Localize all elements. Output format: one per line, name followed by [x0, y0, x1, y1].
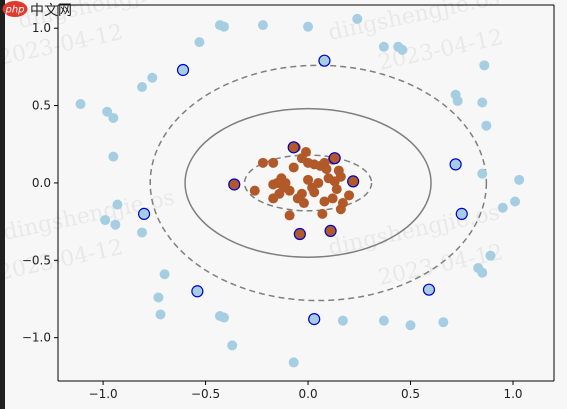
outer-point [337, 315, 348, 326]
inner-point [309, 187, 320, 198]
outer-point [147, 72, 158, 83]
inner-point [321, 164, 332, 175]
outer-point [485, 250, 496, 261]
outer-point [112, 199, 123, 210]
outer-point [514, 174, 525, 185]
data-points [75, 13, 525, 368]
outer-point [153, 292, 164, 303]
outer-point [405, 320, 416, 331]
inner-point [257, 157, 268, 168]
inner-point [288, 162, 299, 173]
support-vector-point [308, 313, 321, 326]
support-vector-point [137, 207, 151, 220]
outer-point [452, 95, 463, 106]
svg-text:php: php [4, 5, 24, 16]
x-tick-label: 0.5 [401, 387, 420, 401]
inner-point [344, 190, 355, 201]
outer-point [137, 82, 148, 93]
support-vector-point [191, 285, 204, 298]
outer-point [510, 196, 521, 207]
window-edge [0, 0, 5, 409]
inner-point [298, 198, 309, 209]
outer-point [75, 99, 86, 110]
support-vector-point [318, 54, 331, 67]
contour-level-neg1 [149, 64, 488, 302]
support-vector-point [347, 175, 360, 188]
outer-point [497, 202, 508, 213]
outer-point [477, 97, 488, 108]
x-tick-label: −0.5 [191, 387, 220, 401]
outer-point [110, 219, 121, 230]
inner-point [274, 188, 285, 199]
outer-point [479, 60, 490, 71]
inner-point [313, 177, 324, 188]
php-logo-icon: php [2, 1, 28, 17]
outer-point [100, 215, 111, 226]
x-tick-label: 0.0 [299, 387, 318, 401]
contour-level-0 [184, 107, 432, 258]
outer-point [108, 151, 119, 162]
outer-point [227, 340, 238, 351]
outer-point [477, 168, 488, 179]
inner-point [303, 174, 314, 185]
support-vector-point [328, 152, 341, 165]
support-vector-point [449, 158, 462, 171]
inner-point [327, 193, 338, 204]
inner-point [268, 179, 279, 190]
outer-point [155, 309, 166, 320]
x-ticks: −1.0 −0.5 0.0 0.5 1.0 [89, 381, 523, 401]
outer-point [108, 112, 119, 123]
inner-point [317, 208, 328, 219]
y-tick-label: 0.5 [32, 99, 51, 113]
outer-point [159, 269, 170, 280]
outer-point [481, 120, 492, 131]
support-vector-point [455, 207, 468, 220]
outer-point [378, 315, 389, 326]
support-vector-point [176, 63, 190, 77]
y-tick-label: −1.0 [22, 331, 51, 345]
outer-point [194, 37, 205, 48]
support-vector-point [293, 227, 306, 241]
watermark-site-label: 中文网 [30, 3, 72, 19]
x-tick-label: −1.0 [89, 387, 118, 401]
inner-point [296, 188, 307, 199]
outer-point [378, 41, 389, 52]
inner-point [249, 185, 260, 196]
outer-point [477, 267, 488, 278]
outer-point [102, 106, 113, 117]
support-vector-point [324, 224, 337, 238]
support-vector-point [422, 283, 436, 296]
y-ticks: 1.0 0.5 0.0 −0.5 −1.0 [22, 21, 58, 345]
outer-point [288, 357, 299, 368]
y-tick-label: −0.5 [22, 253, 51, 267]
outer-point [303, 21, 314, 32]
inner-point [331, 184, 342, 195]
axes-frame [57, 4, 555, 382]
y-tick-label: 1.0 [32, 21, 51, 35]
x-tick-label: 1.0 [503, 387, 522, 401]
outer-point [219, 21, 230, 32]
outer-point [219, 312, 230, 323]
outer-point [352, 13, 363, 24]
inner-point [335, 171, 346, 182]
inner-point [268, 157, 279, 168]
outer-point [397, 44, 408, 55]
y-tick-label: 0.0 [32, 176, 51, 190]
inner-point [284, 210, 295, 221]
inner-point [335, 204, 346, 215]
outer-point [257, 20, 268, 31]
inner-point [319, 196, 330, 207]
support-vector-point [287, 141, 300, 154]
outer-point [438, 317, 449, 328]
outer-point [137, 227, 148, 238]
support-vector-point [228, 178, 241, 191]
